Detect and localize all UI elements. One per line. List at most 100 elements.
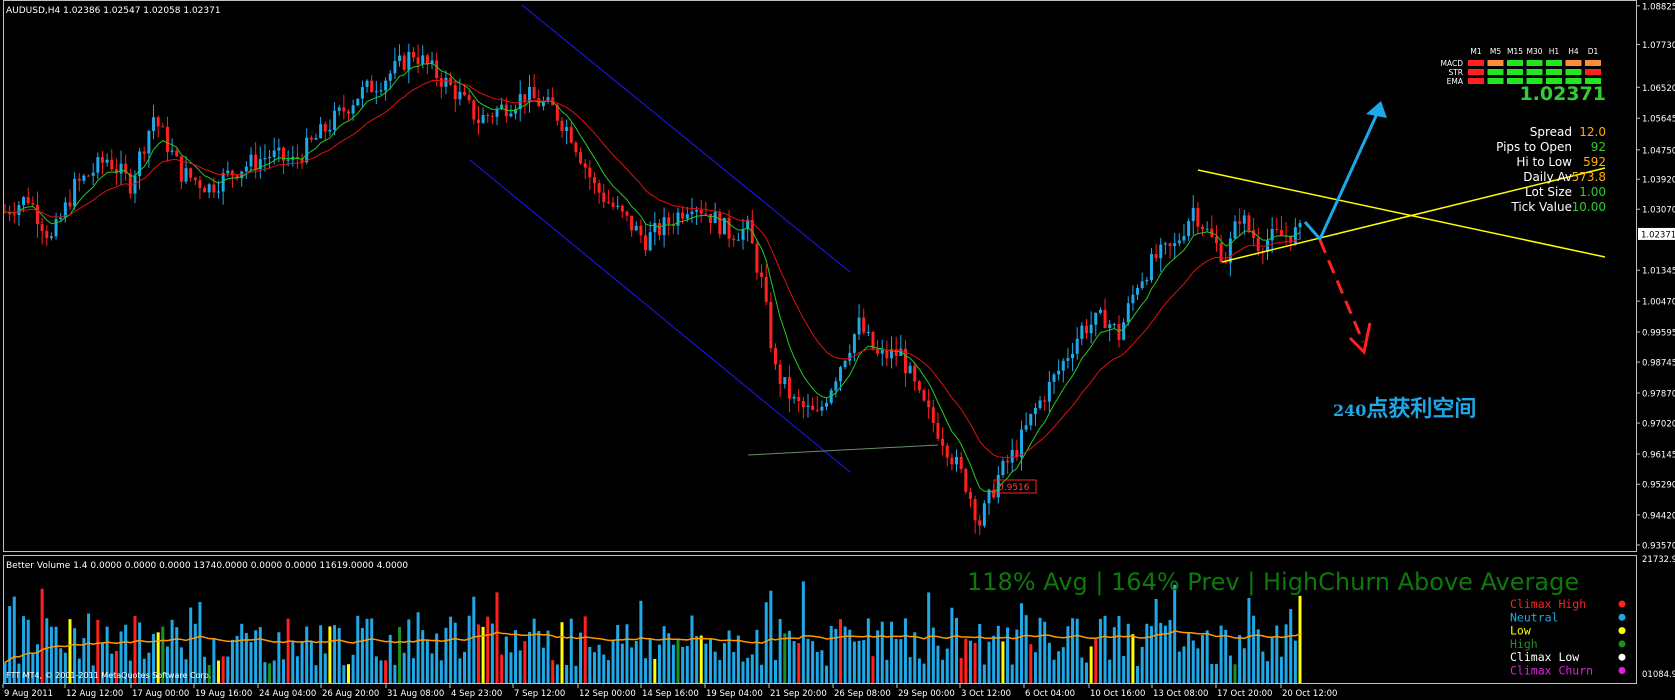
volume-bar (133, 616, 137, 683)
candle-body (755, 243, 759, 273)
candle-body (1052, 374, 1056, 382)
candle-body (179, 156, 183, 182)
candle-body (68, 202, 72, 207)
volume-bar (291, 641, 295, 683)
volume-bar (17, 663, 21, 683)
volume-bar (518, 650, 522, 683)
volume-bar (565, 664, 569, 683)
stat-value: 592 (1583, 155, 1606, 169)
candle-body (1298, 223, 1302, 228)
volume-bar (463, 651, 467, 683)
volume-bar (472, 596, 476, 683)
volume-bar (277, 632, 281, 683)
candle-body (1136, 288, 1140, 295)
volume-bar (838, 619, 842, 683)
volume-bar (755, 629, 759, 683)
candle-body (764, 276, 768, 302)
volume-bar (244, 632, 248, 683)
volume-bar (1252, 615, 1256, 683)
volume-bar (1066, 626, 1070, 683)
candle-body (230, 170, 234, 176)
volume-bar (1001, 641, 1005, 683)
volume-bar (681, 646, 685, 683)
candle-body (709, 213, 713, 224)
volume-bar (105, 626, 109, 683)
candle-body (110, 159, 114, 170)
candle-body (787, 377, 791, 399)
volume-bar (1140, 646, 1144, 683)
volume-bar (825, 665, 829, 683)
candle-body (152, 117, 156, 131)
indicator-label: MACD (1441, 59, 1464, 68)
candle-body (736, 239, 740, 241)
candle-body (435, 60, 439, 79)
volume-bar (611, 640, 615, 683)
candle-body (903, 348, 907, 374)
projection-label: 240点获利空间 (1333, 396, 1476, 422)
volume-bar (235, 635, 239, 683)
volume-bar (26, 619, 30, 683)
candle-body (54, 219, 58, 237)
candle-body (73, 178, 77, 207)
volume-bar (1266, 661, 1270, 683)
signal-cell (1468, 78, 1484, 84)
price-tick-label: 0.94420 (1642, 511, 1675, 521)
volume-bar (634, 641, 638, 683)
volume-bar (1173, 584, 1177, 683)
volume-bar (560, 622, 564, 683)
volume-bar (899, 639, 903, 683)
candle-body (931, 407, 935, 423)
volume-bar (1163, 625, 1167, 683)
stat-value: 573.8 (1572, 170, 1606, 184)
volume-bar (402, 652, 406, 683)
candle-body (857, 317, 861, 335)
price-tick-label: 1.04750 (1642, 146, 1675, 156)
candle-body (258, 159, 262, 170)
candle-body (945, 445, 949, 458)
candle-body (198, 180, 202, 188)
candle-body (314, 138, 318, 140)
candle-body (254, 154, 258, 170)
volume-bar (59, 648, 63, 683)
candle-body (272, 150, 276, 157)
volume-bar (1080, 657, 1084, 683)
candle-body (1006, 460, 1010, 463)
volume-plot[interactable] (3, 581, 1302, 683)
volume-bar (3, 662, 7, 683)
candle-body (968, 491, 972, 499)
volume-bar (1038, 617, 1042, 683)
volume-bar (592, 652, 596, 683)
volume-bar (449, 616, 453, 683)
candle-body (421, 55, 425, 65)
volume-bar (606, 660, 610, 683)
price-tick-label: 1.01345 (1642, 267, 1675, 277)
channel-lower-line (469, 159, 851, 473)
volume-bar (695, 636, 699, 683)
candle-body (843, 360, 847, 368)
volume-bar (1214, 663, 1218, 683)
candle-body (959, 456, 963, 470)
candle-body (346, 111, 350, 114)
volume-bar (272, 660, 276, 683)
stat-label: Lot Size (1525, 185, 1572, 199)
stat-label: Pips to Open (1496, 140, 1572, 154)
copyright-text: FTT MT4, © 2001-2011 MetaQuotes Software… (6, 671, 211, 680)
volume-bar (750, 654, 754, 683)
candle-body (1089, 324, 1093, 334)
volume-bar (1154, 599, 1158, 683)
volume-bar (1298, 595, 1302, 683)
volume-bar (351, 654, 355, 683)
price-plot[interactable] (3, 4, 1606, 536)
volume-bar (323, 653, 327, 683)
volume-bar (579, 632, 583, 683)
candle-body (648, 232, 652, 251)
candle-body (690, 211, 694, 215)
candle-body (1140, 281, 1144, 289)
volume-bar (170, 619, 174, 683)
volume-bar (732, 652, 736, 683)
volume-bar (1071, 618, 1075, 683)
candle-body (59, 217, 63, 220)
volume-bar (416, 612, 420, 683)
volume-bar (31, 653, 35, 683)
volume-bar (1020, 603, 1024, 683)
